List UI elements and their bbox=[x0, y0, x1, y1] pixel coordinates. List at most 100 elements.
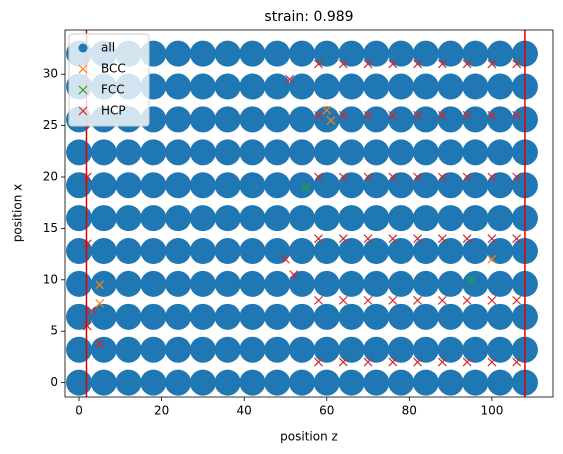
scatter-point bbox=[338, 238, 365, 265]
scatter-point bbox=[363, 357, 373, 367]
scatter-point bbox=[313, 238, 340, 265]
scatter-point bbox=[363, 59, 373, 69]
scatter-point bbox=[214, 336, 241, 363]
scatter-point bbox=[214, 139, 241, 166]
x-tick-label: 0 bbox=[75, 404, 83, 418]
scatter-point bbox=[189, 139, 216, 166]
scatter-point bbox=[90, 139, 117, 166]
scatter-point bbox=[189, 336, 216, 363]
scatter-point bbox=[437, 336, 464, 363]
axes-frame bbox=[64, 29, 554, 398]
scatter-point bbox=[462, 295, 472, 305]
scatter-point bbox=[66, 369, 93, 396]
scatter-point bbox=[288, 238, 315, 265]
scatter-point bbox=[487, 270, 514, 297]
scatter-point bbox=[388, 336, 415, 363]
scatter-point bbox=[66, 270, 93, 297]
scatter-point bbox=[239, 73, 266, 100]
scatter-point bbox=[437, 357, 447, 367]
scatter-point bbox=[214, 270, 241, 297]
scatter-point bbox=[338, 73, 365, 100]
scatter-point bbox=[437, 369, 464, 396]
scatter-point bbox=[437, 270, 464, 297]
x-tick-label: 60 bbox=[319, 404, 334, 418]
scatter-point bbox=[487, 254, 497, 264]
scatter-point bbox=[140, 270, 167, 297]
scatter-point bbox=[82, 321, 92, 331]
scatter-point bbox=[66, 205, 93, 232]
scatter-point bbox=[338, 295, 348, 305]
scatter-point bbox=[165, 139, 192, 166]
scatter-point bbox=[487, 73, 514, 100]
scatter-point bbox=[338, 234, 348, 244]
y-tick-label: 20 bbox=[43, 170, 58, 184]
scatter-point bbox=[90, 369, 117, 396]
scatter-point bbox=[462, 303, 489, 330]
scatter-point bbox=[363, 110, 373, 120]
scatter-point bbox=[239, 303, 266, 330]
scatter-point bbox=[95, 280, 105, 290]
scatter-point bbox=[314, 172, 323, 182]
scatter-point bbox=[412, 139, 439, 166]
scatter-point bbox=[437, 110, 447, 120]
scatter-point bbox=[90, 303, 117, 330]
scatter-point bbox=[239, 172, 266, 199]
scatter-point bbox=[437, 106, 464, 133]
scatter-point bbox=[90, 238, 117, 265]
scatter-point bbox=[314, 234, 323, 244]
scatter-point bbox=[165, 106, 192, 133]
scatter-point bbox=[338, 110, 348, 120]
scatter-point bbox=[338, 40, 365, 67]
scatter-point bbox=[90, 270, 117, 297]
scatter-point bbox=[363, 303, 390, 330]
legend-box bbox=[68, 33, 150, 127]
scatter-point bbox=[239, 139, 266, 166]
scatter-point bbox=[413, 357, 423, 367]
scatter-point bbox=[140, 369, 167, 396]
scatter-point bbox=[487, 234, 497, 244]
scatter-point bbox=[165, 73, 192, 100]
scatter-point bbox=[413, 110, 423, 120]
scatter-point bbox=[412, 270, 439, 297]
scatter-point bbox=[437, 295, 447, 305]
scatter-point bbox=[165, 40, 192, 67]
scatter-point bbox=[288, 336, 315, 363]
x-tick-label: 40 bbox=[237, 404, 252, 418]
scatter-point bbox=[462, 357, 472, 367]
scatter-point bbox=[388, 172, 398, 182]
scatter-point bbox=[140, 205, 167, 232]
scatter-point bbox=[462, 234, 472, 244]
scatter-point bbox=[239, 336, 266, 363]
scatter-point bbox=[388, 238, 415, 265]
y-tick-label: 0 bbox=[50, 375, 58, 389]
scatter-point bbox=[487, 369, 514, 396]
scatter-point bbox=[189, 270, 216, 297]
scatter-point bbox=[301, 182, 311, 192]
scatter-point bbox=[388, 234, 398, 244]
scatter-point bbox=[214, 106, 241, 133]
scatter-point bbox=[388, 295, 398, 305]
scatter-point bbox=[82, 172, 92, 182]
scatter-point bbox=[437, 59, 447, 69]
scatter-point bbox=[388, 59, 398, 69]
scatter-point bbox=[264, 106, 291, 133]
scatter-point bbox=[412, 336, 439, 363]
scatter-point bbox=[363, 172, 373, 182]
scatter-point bbox=[462, 106, 489, 133]
scatter-point bbox=[165, 238, 192, 265]
scatter-point bbox=[338, 369, 365, 396]
scatter-point bbox=[413, 234, 423, 244]
scatter-point bbox=[239, 369, 266, 396]
scatter-point bbox=[487, 336, 514, 363]
scatter-point bbox=[487, 40, 514, 67]
scatter-point bbox=[462, 238, 489, 265]
scatter-point bbox=[78, 43, 88, 53]
scatter-point bbox=[313, 270, 340, 297]
x-tick-label: 100 bbox=[480, 404, 503, 418]
scatter-point bbox=[115, 336, 142, 363]
y-tick-label: 25 bbox=[43, 118, 58, 132]
scatter-point bbox=[437, 40, 464, 67]
scatter-point bbox=[115, 139, 142, 166]
scatter-point bbox=[264, 172, 291, 199]
x-tick-label: 20 bbox=[154, 404, 169, 418]
